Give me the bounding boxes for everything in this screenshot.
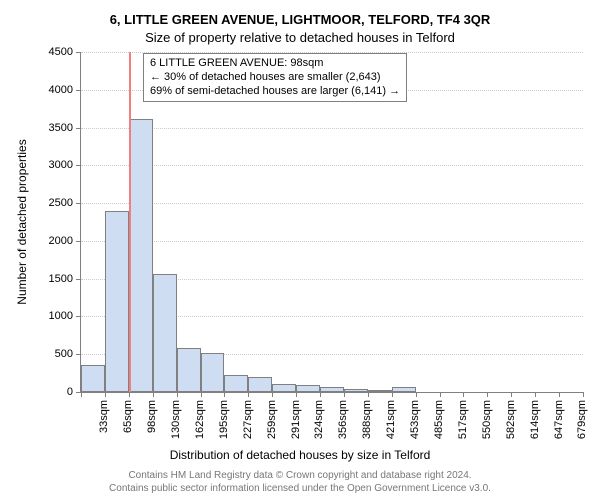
x-tick-label: 647sqm bbox=[553, 400, 565, 439]
x-tick bbox=[368, 392, 369, 397]
histogram-bar bbox=[201, 353, 225, 392]
x-tick-label: 421sqm bbox=[385, 400, 397, 439]
histogram-bar bbox=[272, 384, 296, 392]
x-tick bbox=[487, 392, 488, 397]
histogram-bar bbox=[320, 387, 344, 392]
x-tick-label: 65sqm bbox=[122, 400, 134, 433]
x-tick bbox=[559, 392, 560, 397]
x-tick-label: 582sqm bbox=[505, 400, 517, 439]
info-line2: ← 30% of detached houses are smaller (2,… bbox=[150, 71, 400, 85]
histogram-bar bbox=[81, 365, 105, 392]
attribution-line1: Contains HM Land Registry data © Crown c… bbox=[0, 470, 600, 483]
chart-title-line2: Size of property relative to detached ho… bbox=[0, 30, 600, 45]
gridline bbox=[81, 165, 583, 166]
x-tick bbox=[511, 392, 512, 397]
x-tick bbox=[105, 392, 106, 397]
y-tick-label: 1000 bbox=[49, 310, 81, 322]
x-tick bbox=[272, 392, 273, 397]
x-tick bbox=[535, 392, 536, 397]
info-line1: 6 LITTLE GREEN AVENUE: 98sqm bbox=[150, 57, 400, 71]
histogram-bar bbox=[296, 385, 320, 392]
histogram-bar bbox=[105, 211, 129, 392]
x-tick bbox=[463, 392, 464, 397]
histogram-bar bbox=[177, 348, 201, 392]
y-tick-label: 1500 bbox=[49, 273, 81, 285]
x-tick-label: 388sqm bbox=[361, 400, 373, 439]
attribution-line2: Contains public sector information licen… bbox=[0, 483, 600, 496]
histogram-bar bbox=[224, 375, 248, 392]
histogram-bar bbox=[368, 390, 392, 392]
x-tick-label: 33sqm bbox=[98, 400, 110, 433]
histogram-bar bbox=[129, 119, 153, 392]
x-tick-label: 162sqm bbox=[194, 400, 206, 439]
y-tick-label: 3500 bbox=[49, 122, 81, 134]
x-axis-label: Distribution of detached houses by size … bbox=[0, 448, 600, 462]
x-tick-label: 195sqm bbox=[218, 400, 230, 439]
x-tick-label: 614sqm bbox=[529, 400, 541, 439]
x-tick-label: 453sqm bbox=[409, 400, 421, 439]
x-tick-label: 98sqm bbox=[146, 400, 158, 433]
x-tick-label: 291sqm bbox=[290, 400, 302, 439]
plot-area: 05001000150020002500300035004000450033sq… bbox=[80, 52, 583, 393]
x-tick-label: 356sqm bbox=[338, 400, 350, 439]
x-tick bbox=[81, 392, 82, 397]
y-tick-label: 3000 bbox=[49, 159, 81, 171]
gridline bbox=[81, 128, 583, 129]
x-tick-label: 259sqm bbox=[266, 400, 278, 439]
y-tick-label: 0 bbox=[67, 386, 81, 398]
x-tick-label: 679sqm bbox=[577, 400, 589, 439]
x-tick bbox=[177, 392, 178, 397]
y-tick-label: 2000 bbox=[49, 235, 81, 247]
histogram-bar bbox=[344, 389, 368, 392]
info-box: 6 LITTLE GREEN AVENUE: 98sqm← 30% of det… bbox=[143, 53, 407, 102]
x-tick bbox=[440, 392, 441, 397]
indicator-line bbox=[129, 52, 131, 392]
x-tick bbox=[153, 392, 154, 397]
x-tick bbox=[320, 392, 321, 397]
y-tick-label: 500 bbox=[55, 348, 81, 360]
y-axis-label: Number of detached properties bbox=[15, 139, 29, 304]
chart-container: 6, LITTLE GREEN AVENUE, LIGHTMOOR, TELFO… bbox=[0, 0, 600, 500]
x-tick bbox=[392, 392, 393, 397]
gridline bbox=[81, 241, 583, 242]
x-tick-label: 324sqm bbox=[314, 400, 326, 439]
x-tick bbox=[583, 392, 584, 397]
x-tick-label: 130sqm bbox=[170, 400, 182, 439]
x-tick bbox=[248, 392, 249, 397]
x-tick-label: 550sqm bbox=[481, 400, 493, 439]
x-tick bbox=[224, 392, 225, 397]
histogram-bar bbox=[153, 274, 177, 392]
x-tick bbox=[344, 392, 345, 397]
y-tick-label: 4500 bbox=[49, 46, 81, 58]
info-line3: 69% of semi-detached houses are larger (… bbox=[150, 85, 400, 99]
x-tick-label: 485sqm bbox=[433, 400, 445, 439]
gridline bbox=[81, 203, 583, 204]
x-tick bbox=[201, 392, 202, 397]
x-tick bbox=[296, 392, 297, 397]
x-tick bbox=[129, 392, 130, 397]
attribution: Contains HM Land Registry data © Crown c… bbox=[0, 470, 600, 495]
y-tick-label: 2500 bbox=[49, 197, 81, 209]
chart-title-line1: 6, LITTLE GREEN AVENUE, LIGHTMOOR, TELFO… bbox=[0, 12, 600, 27]
x-tick-label: 227sqm bbox=[242, 400, 254, 439]
x-tick-label: 517sqm bbox=[457, 400, 469, 439]
x-tick bbox=[416, 392, 417, 397]
histogram-bar bbox=[248, 377, 272, 392]
y-tick-label: 4000 bbox=[49, 84, 81, 96]
histogram-bar bbox=[392, 387, 416, 392]
